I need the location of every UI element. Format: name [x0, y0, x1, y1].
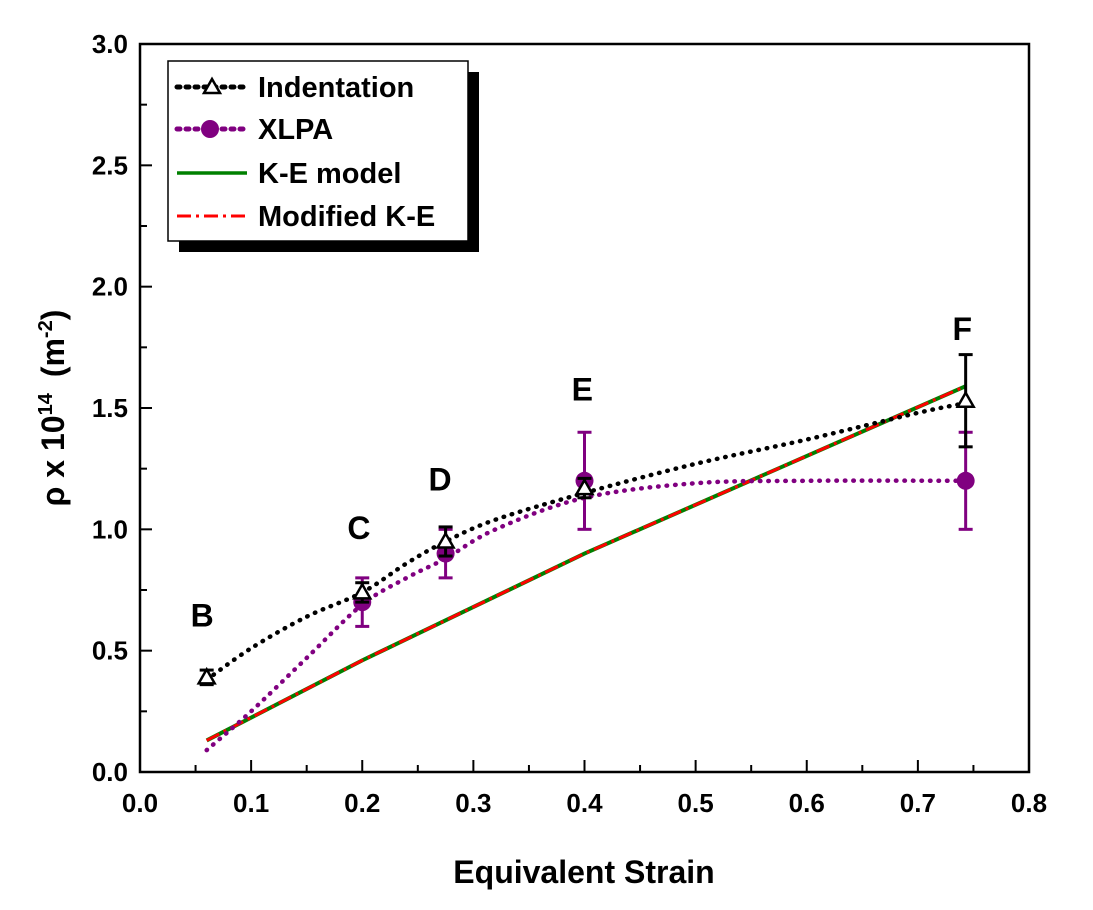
legend-item-modified-ke: Modified K-E: [177, 201, 435, 233]
xlpa-point: [956, 471, 975, 490]
y-axis-title-exponent: 14: [35, 392, 57, 415]
legend-modified-ke-label: Modified K-E: [258, 201, 435, 233]
y-axis-title-unit-open: (m: [35, 338, 71, 377]
x-tick-label: 0.7: [900, 788, 936, 818]
xlpa-curve: [204, 478, 968, 753]
indentation-point: [955, 390, 976, 408]
y-tick-label: 1.0: [92, 514, 128, 544]
y-axis-title-prefix: ρ x 10: [35, 415, 71, 506]
x-tick-label: 0.6: [789, 788, 825, 818]
legend-indentation-marker: [201, 76, 223, 95]
x-tick-label: 0.8: [1011, 788, 1047, 818]
legend: Indentation XLPA K-E model Modified K-E: [167, 60, 479, 252]
y-tick-label: 2.0: [92, 272, 128, 302]
sample-label-d: D: [428, 462, 451, 498]
y-axis-title-unit-close: ): [35, 310, 71, 321]
y-tick-label: 0.0: [92, 757, 128, 787]
legend-xlpa-label: XLPA: [258, 114, 333, 146]
legend-item-indentation: Indentation: [174, 72, 414, 104]
legend-xlpa-marker: [201, 120, 219, 138]
indentation-point: [574, 477, 595, 496]
indentation-point: [435, 530, 456, 549]
x-tick-label: 0.5: [678, 788, 714, 818]
y-tick-label: 0.5: [92, 636, 128, 666]
legend-indentation-label: Indentation: [258, 72, 414, 104]
x-axis-title: Equivalent Strain: [453, 854, 714, 890]
legend-item-xlpa: XLPA: [174, 114, 333, 146]
y-tick-label: 2.5: [92, 150, 128, 180]
sample-label-c: C: [347, 510, 370, 546]
indentation-point: [196, 666, 217, 685]
x-tick-label: 0.2: [344, 788, 380, 818]
sample-label-b: B: [191, 597, 214, 633]
y-tick-label: 1.5: [92, 393, 128, 423]
modified-ke-line: [205, 384, 967, 742]
sample-label-f: F: [953, 311, 973, 347]
indentation-point: [352, 581, 373, 600]
ke-model-line: [205, 384, 967, 743]
y-axis-title: ρ x 1014 (m-2): [35, 310, 71, 507]
y-tick-label: 3.0: [92, 29, 128, 59]
indentation-curve: [204, 400, 968, 683]
x-tick-label: 0.4: [566, 788, 603, 818]
x-tick-label: 0.0: [122, 788, 158, 818]
y-axis-title-unit-exponent: -2: [35, 320, 57, 338]
legend-item-ke-model: K-E model: [177, 158, 401, 190]
x-tick-label: 0.1: [233, 788, 269, 818]
sample-label-e: E: [572, 372, 593, 408]
legend-ke-model-label: K-E model: [258, 158, 401, 190]
x-tick-label: 0.3: [455, 788, 491, 818]
plot-frame: [138, 42, 1031, 774]
